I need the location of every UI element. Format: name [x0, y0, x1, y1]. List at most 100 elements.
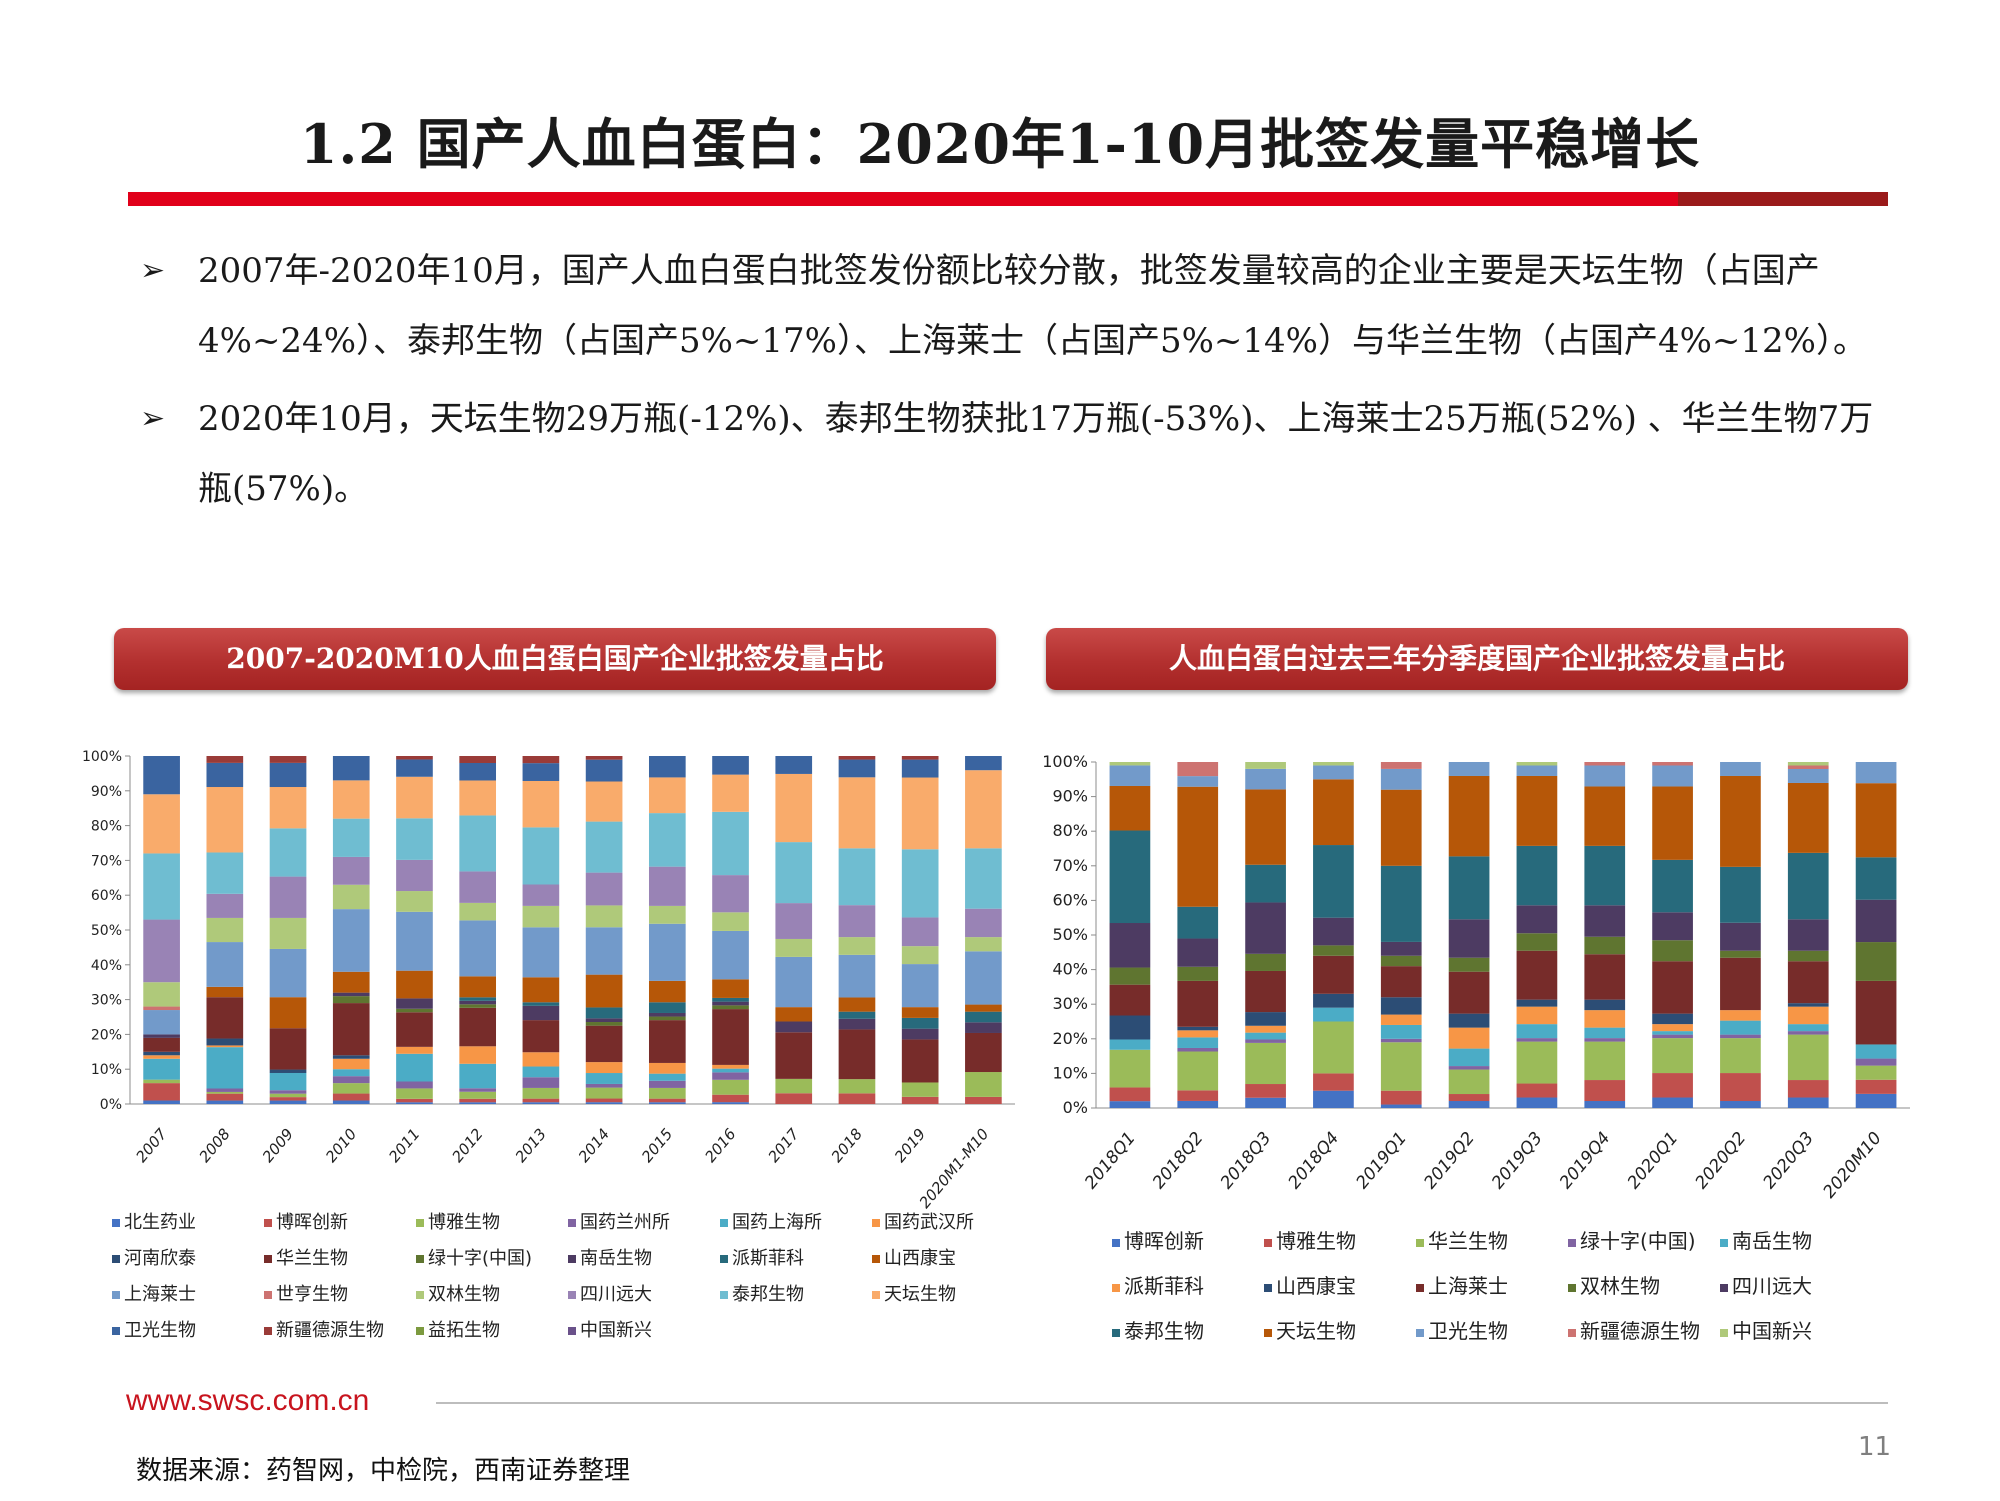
bar-segment — [522, 977, 560, 1003]
bar-segment — [1516, 762, 1558, 766]
legend-label: 绿十字(中国) — [428, 1248, 532, 1269]
bar-segment — [1787, 768, 1829, 783]
bar-segment — [206, 756, 244, 763]
x-tick-label: 2020Q2 — [1692, 1128, 1751, 1193]
bar-segment — [143, 794, 180, 854]
bar-segment — [1177, 1037, 1219, 1048]
bar-segment — [459, 902, 497, 921]
legend-label: 南岳生物 — [1732, 1229, 1812, 1253]
bar-segment — [332, 996, 370, 1004]
footer-url[interactable]: www.swsc.com.cn — [126, 1384, 370, 1417]
bar-segment — [585, 1022, 623, 1026]
y-tick-label: 70% — [1052, 856, 1088, 875]
bullet-item-1: ➢ 2007年-2020年10月，国产人血白蛋白批签发份额比较分散，批签发量较高… — [140, 236, 1900, 376]
bar-segment — [1245, 1042, 1286, 1085]
y-tick-label: 50% — [1052, 925, 1088, 944]
bar-segment — [585, 1025, 623, 1063]
bar-segment — [901, 1096, 939, 1104]
bar-segment — [269, 1093, 307, 1098]
bar-segment — [1448, 1013, 1490, 1028]
x-tick-label: 2020M10 — [1819, 1128, 1885, 1202]
legend-label: 四川远大 — [1732, 1274, 1812, 1298]
bar-segment — [1720, 950, 1761, 958]
legend-swatch — [112, 1255, 120, 1263]
bar-segment — [1516, 845, 1558, 906]
bar-segment — [775, 1021, 813, 1033]
bar-segment — [269, 756, 307, 763]
bar-segment — [206, 1038, 244, 1046]
legend-swatch — [872, 1219, 880, 1227]
bar-segment — [269, 1069, 307, 1073]
x-tick-label: 2016 — [701, 1125, 739, 1166]
bar-segment — [1380, 941, 1422, 956]
legend-swatch — [1112, 1284, 1120, 1292]
bar-segment — [1787, 961, 1829, 1004]
bar-segment — [1584, 936, 1626, 955]
bar-segment — [1313, 845, 1354, 918]
bar-segment — [712, 811, 749, 876]
legend-label: 山西康宝 — [884, 1248, 956, 1269]
bar-segment — [269, 1072, 307, 1091]
bar-segment — [1720, 1101, 1761, 1108]
bar-segment — [1720, 1020, 1761, 1035]
bar-segment — [648, 866, 686, 906]
bar-segment — [1720, 1073, 1761, 1102]
chart-annual-share: 0% 10% 20% 30% 40% 50% 60% 70% 80% 90% 100% 2007 200… — [82, 749, 1015, 1341]
bar-segment — [648, 813, 686, 867]
bar-segment — [1245, 762, 1286, 769]
x-tick-label: 2018Q1 — [1081, 1128, 1140, 1193]
bar-segment — [206, 1091, 244, 1094]
bar-segment — [648, 777, 686, 814]
x-tick-label: 2010 — [322, 1125, 360, 1166]
bar-segment — [1448, 1101, 1490, 1108]
bar-segment — [459, 1004, 497, 1008]
bar-segment — [459, 1046, 497, 1064]
bar-segment — [838, 997, 876, 1012]
bar-segment — [1787, 1031, 1829, 1035]
bar-segment — [1245, 1084, 1286, 1098]
bar-segment — [838, 848, 876, 906]
bar-segment — [459, 997, 497, 1001]
bar-segment — [965, 1096, 1002, 1104]
bar-segment — [901, 1017, 939, 1029]
bar-segment — [838, 954, 876, 998]
bar-segment — [396, 1088, 433, 1099]
bar-segment — [1177, 1100, 1219, 1108]
legend-swatch — [1264, 1239, 1272, 1247]
legend-swatch — [1416, 1239, 1424, 1247]
bar-segment — [585, 1062, 623, 1074]
legend-swatch — [264, 1255, 272, 1263]
legend-swatch — [1568, 1239, 1576, 1247]
legend-label: 绿十字(中国) — [1580, 1229, 1696, 1253]
bar-segment — [965, 1022, 1002, 1033]
bar-segment — [396, 911, 433, 971]
bar-segment — [332, 818, 370, 857]
bar-segment — [712, 1064, 749, 1069]
bar-segment — [1313, 955, 1354, 994]
bar-segment — [1380, 966, 1422, 998]
bar-segment — [1787, 765, 1829, 769]
bar-segment — [1380, 1014, 1422, 1025]
bar-segment — [1584, 765, 1626, 787]
x-tick-label: 2009 — [259, 1125, 297, 1166]
bar-segment — [648, 1073, 686, 1081]
y-tick-label: 40% — [1052, 960, 1088, 979]
bar-segment — [332, 884, 370, 910]
y-tick-label: 100% — [82, 749, 122, 765]
bar-segment — [1584, 1041, 1626, 1081]
bar-segment — [712, 930, 749, 980]
bar-segment — [396, 1102, 433, 1104]
bar-segment — [396, 1098, 433, 1103]
x-tick-label: 2019 — [891, 1125, 929, 1166]
y-tick-label: 90% — [91, 784, 122, 800]
bar-segment — [1787, 1003, 1829, 1007]
bar-segment — [332, 856, 370, 885]
bar-segment — [838, 1079, 876, 1094]
legend-swatch — [416, 1219, 424, 1227]
bar-segment — [648, 1016, 686, 1021]
x-tick-label: 2017 — [764, 1125, 803, 1166]
bar-segment — [1380, 955, 1422, 967]
legend-label: 派斯菲科 — [732, 1248, 804, 1269]
legend-swatch — [112, 1327, 120, 1335]
legend-label: 博晖创新 — [1124, 1229, 1204, 1253]
